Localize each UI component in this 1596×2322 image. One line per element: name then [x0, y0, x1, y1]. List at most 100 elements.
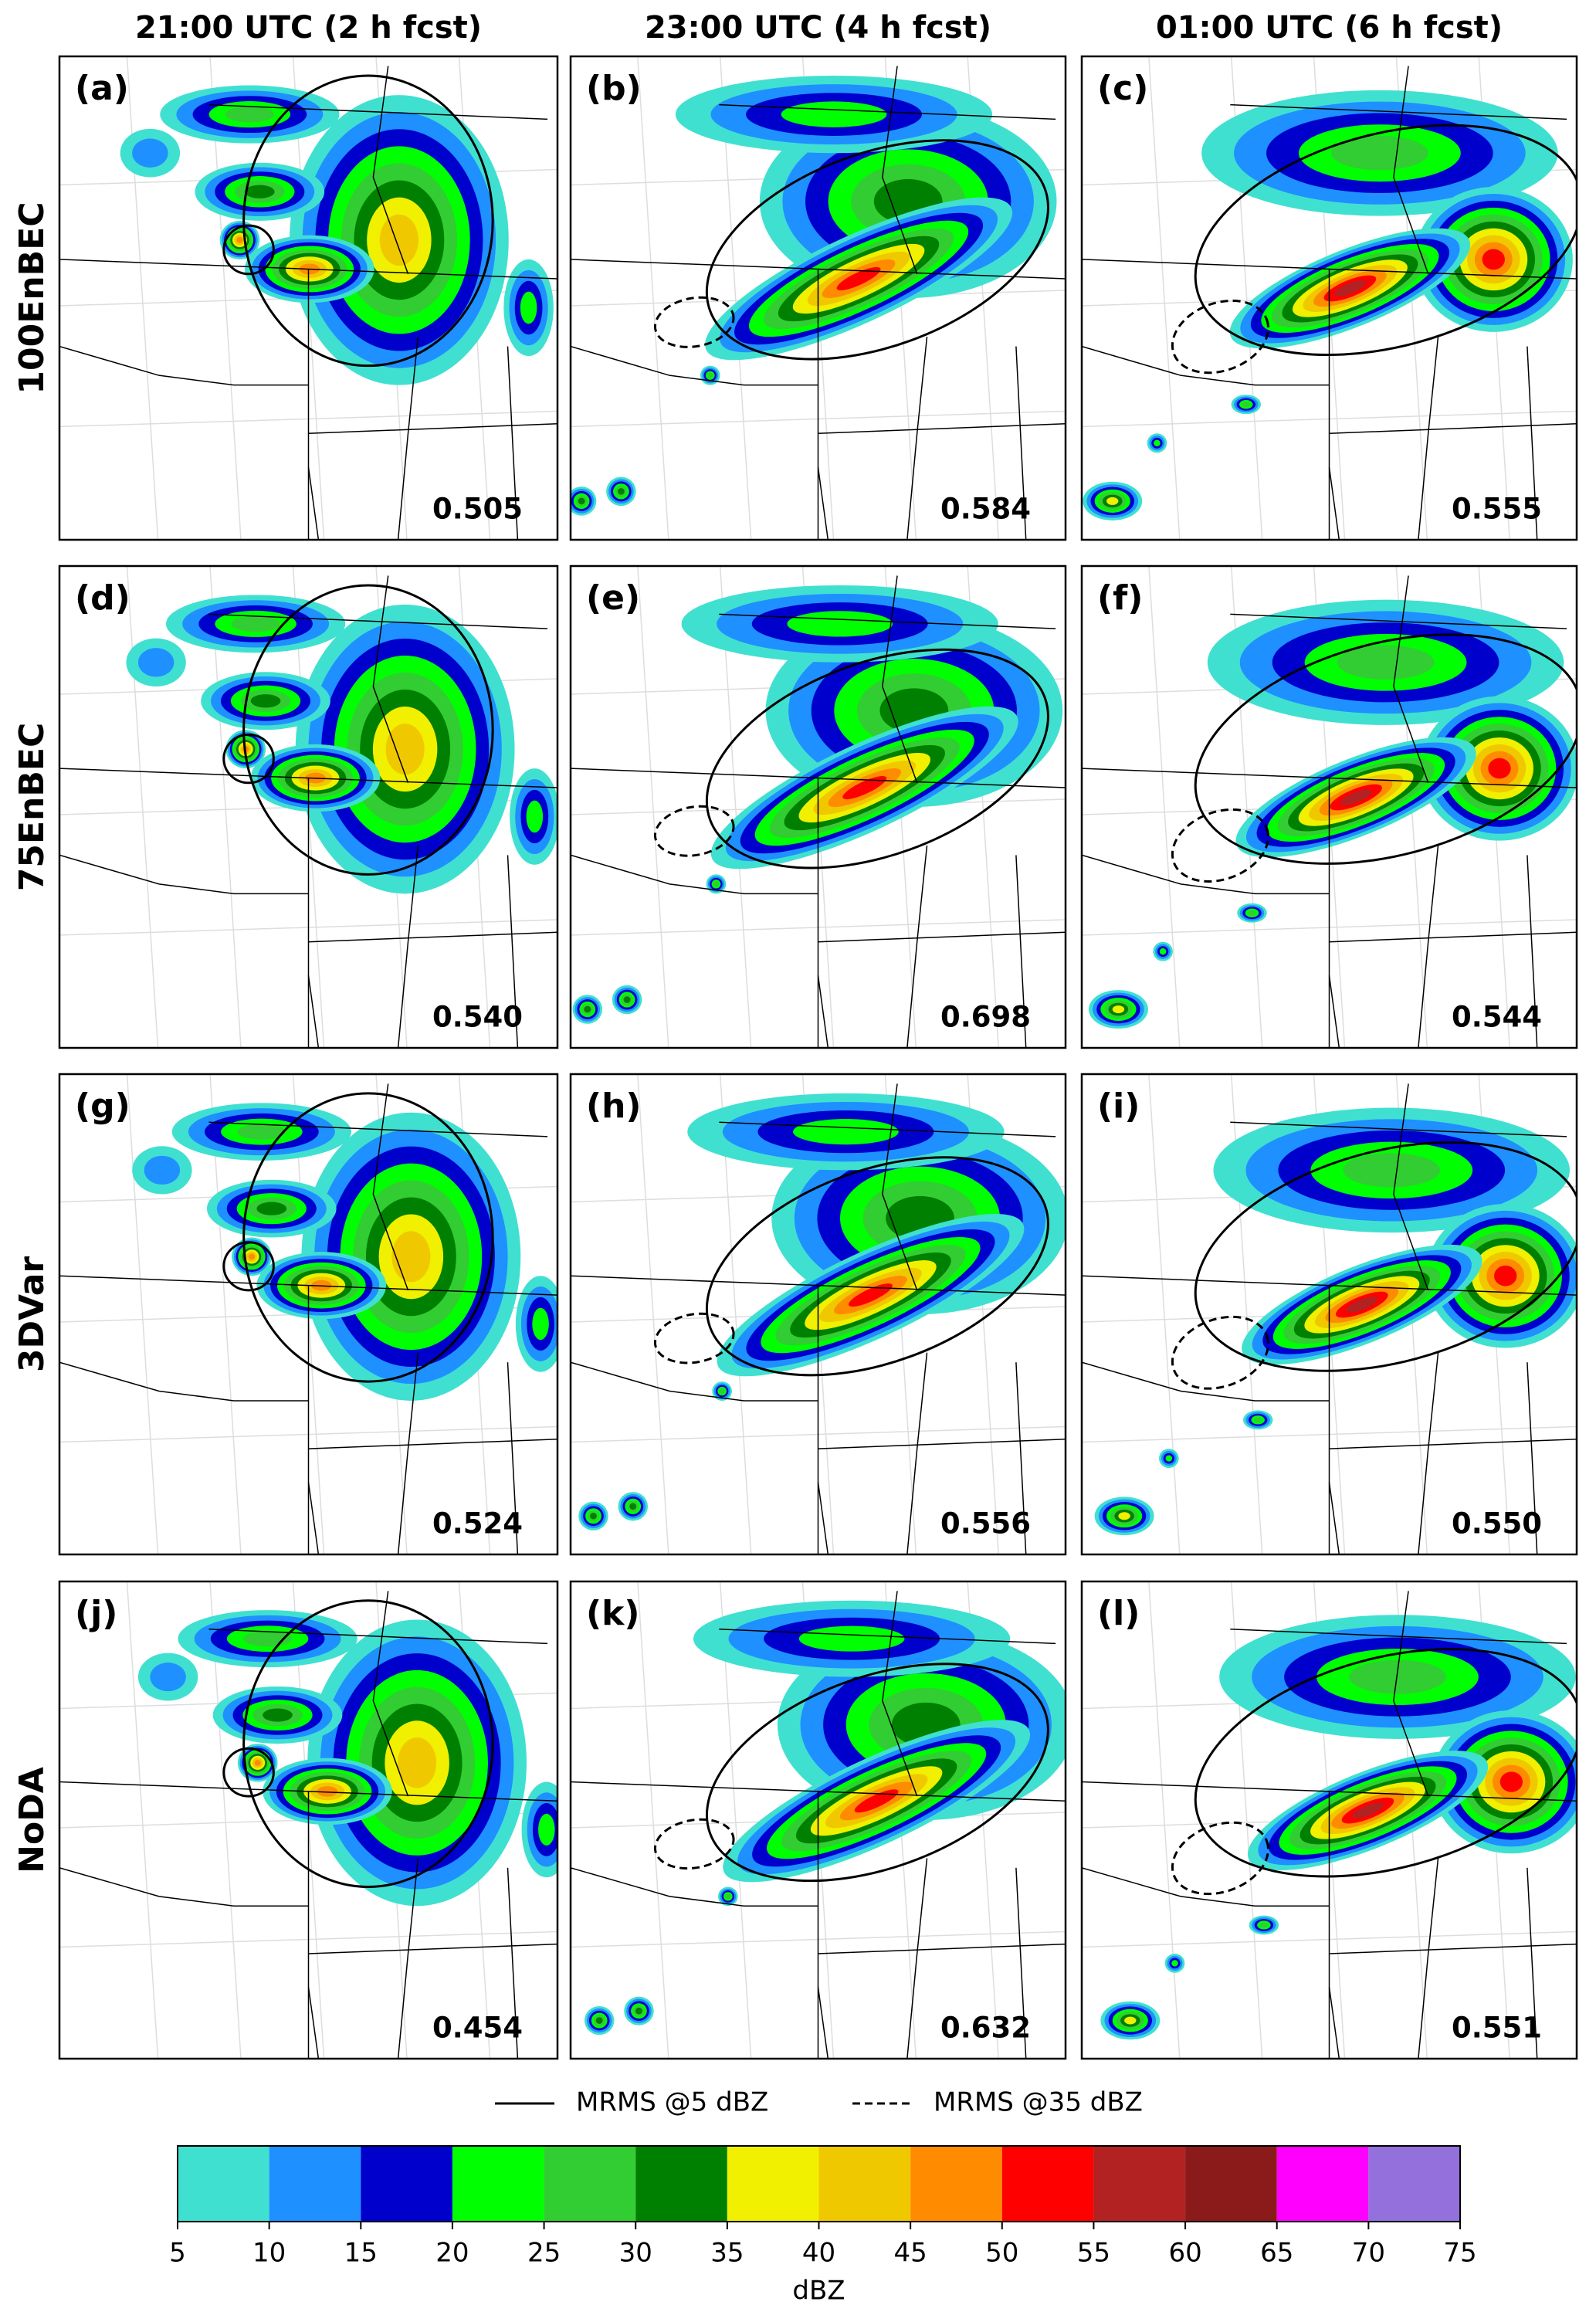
state-border — [59, 1361, 309, 1402]
colorbar-tick-label: 60 — [1168, 2238, 1201, 2269]
reflectivity-area — [520, 291, 537, 324]
panel-frame — [58, 1580, 559, 2060]
mrms-contour — [705, 1663, 1049, 1883]
reflectivity-area — [725, 1893, 731, 1900]
colorbar-segment — [1001, 2146, 1094, 2222]
state-border — [906, 845, 928, 1048]
graticule — [1148, 1074, 1181, 1554]
colorbar-tick-label: 35 — [710, 2238, 744, 2269]
reflectivity-area — [1499, 1771, 1523, 1792]
state-border — [1082, 1867, 1330, 1907]
reflectivity-area — [244, 185, 275, 198]
reflectivity-area — [1106, 497, 1119, 505]
colorbar-segment — [544, 2146, 636, 2222]
score: 0.551 — [1452, 2012, 1542, 2045]
reflectivity-area — [842, 776, 887, 800]
state-border — [1329, 1943, 1577, 1954]
reflectivity-area — [787, 611, 893, 637]
state-border — [1393, 1083, 1429, 1291]
state-border — [1527, 1867, 1538, 2059]
state-border — [1082, 1361, 1330, 1402]
state-border — [208, 1121, 548, 1137]
state-border — [1015, 1867, 1027, 2059]
reflectivity-area — [385, 724, 425, 775]
state-border — [208, 103, 548, 120]
state-border — [1015, 346, 1027, 540]
reflectivity-area — [526, 800, 544, 833]
reflectivity-area — [150, 1663, 186, 1692]
colorbar-tick-label: 40 — [802, 2238, 835, 2269]
mrms-contour — [653, 296, 735, 348]
state-border — [882, 1591, 918, 1797]
colorbar-segment — [910, 2146, 1002, 2222]
reflectivity-area — [144, 1155, 181, 1185]
state-border — [507, 1867, 519, 2059]
panel-frame — [58, 564, 559, 1049]
reflectivity-area — [137, 648, 175, 677]
state-border — [397, 1858, 419, 2059]
panel-frame — [1080, 1073, 1578, 1556]
score: 0.698 — [940, 1001, 1031, 1034]
state-border — [1527, 1362, 1538, 1554]
map-panel — [1082, 56, 1577, 540]
state-border — [818, 931, 1066, 943]
mrms-contour — [242, 1599, 494, 1889]
column-title: 21:00 UTC (2 h fcst) — [135, 10, 482, 46]
reflectivity-area — [1118, 1512, 1130, 1520]
colorbar-segment — [1093, 2146, 1186, 2222]
state-border — [1328, 1987, 1340, 2059]
reflectivity-area — [1349, 1659, 1446, 1694]
state-border — [817, 1482, 829, 1554]
reflectivity-area — [225, 106, 275, 123]
colorbar-segment — [269, 2146, 361, 2222]
state-border — [818, 1438, 1066, 1449]
reflectivity-area — [707, 372, 713, 378]
state-border — [507, 855, 519, 1048]
colorbar-tick-label: 10 — [252, 2238, 286, 2269]
reflectivity-area — [379, 214, 418, 266]
state-border — [1230, 1121, 1567, 1137]
state-border — [59, 1867, 309, 1907]
panel-frame — [58, 55, 559, 541]
reflectivity-area — [317, 1786, 338, 1797]
panel-label: (j) — [75, 1594, 117, 1633]
colorbar-tick-label: 45 — [894, 2238, 927, 2269]
reflectivity-area — [623, 996, 631, 1003]
score: 0.550 — [1452, 1507, 1542, 1541]
colorbar-segment — [1185, 2146, 1277, 2222]
mrms-contour — [653, 1818, 735, 1870]
map-panel — [59, 566, 557, 1048]
state-border — [1418, 1352, 1439, 1554]
state-border — [719, 103, 1056, 120]
graticule — [637, 56, 669, 540]
graticule — [1148, 1581, 1181, 2059]
reflectivity-area — [1488, 758, 1511, 779]
score: 0.556 — [940, 1507, 1031, 1541]
state-border — [59, 345, 309, 386]
reflectivity-area — [1482, 249, 1505, 270]
state-border — [1418, 337, 1439, 540]
state-border — [817, 466, 829, 540]
reflectivity-area — [1343, 1153, 1441, 1188]
mrms-contour — [242, 584, 494, 876]
reflectivity-area — [713, 881, 719, 887]
map-panel — [571, 1074, 1066, 1554]
reflectivity-area — [1242, 402, 1251, 408]
mrms-contour — [222, 224, 275, 276]
reflectivity-area — [1124, 2016, 1137, 2025]
panel-label: (h) — [586, 1086, 642, 1126]
state-border — [719, 1121, 1056, 1137]
reflectivity-area — [1171, 1960, 1178, 1967]
reflectivity-area — [263, 1708, 293, 1722]
mrms-contour — [1194, 633, 1577, 865]
graticule — [126, 566, 159, 1048]
score: 0.584 — [940, 493, 1031, 526]
mrms-contour — [1194, 124, 1577, 357]
score: 0.540 — [432, 1001, 523, 1034]
row-label: 75EnBEC — [12, 723, 52, 892]
state-border — [906, 337, 928, 540]
colorbar-label: dBZ — [792, 2276, 845, 2307]
state-border — [372, 575, 409, 784]
state-border — [719, 613, 1056, 629]
colorbar-tick-label: 30 — [619, 2238, 652, 2269]
